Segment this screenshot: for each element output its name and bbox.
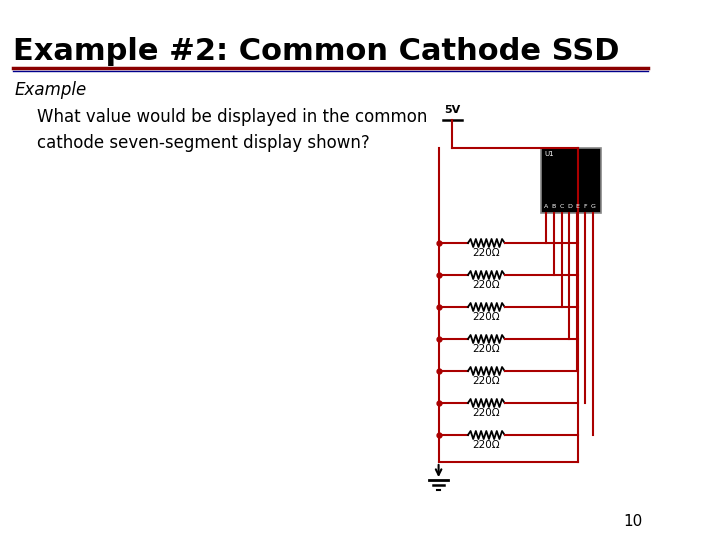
Bar (541, 148, 601, 213)
Text: 220Ω: 220Ω (472, 376, 500, 386)
Text: 220Ω: 220Ω (472, 248, 500, 258)
Text: 220Ω: 220Ω (472, 408, 500, 418)
Text: Example #2: Common Cathode SSD: Example #2: Common Cathode SSD (13, 37, 619, 66)
Text: C: C (559, 204, 564, 209)
Text: 10: 10 (623, 515, 642, 530)
Text: E: E (575, 204, 579, 209)
Text: 220Ω: 220Ω (472, 312, 500, 322)
Text: F: F (583, 204, 587, 209)
Text: 220Ω: 220Ω (472, 280, 500, 290)
Text: D: D (567, 204, 572, 209)
Text: U1: U1 (544, 151, 554, 157)
Text: A: A (544, 204, 548, 209)
Text: B: B (552, 204, 556, 209)
Text: Example: Example (14, 81, 87, 99)
Text: 5V: 5V (444, 105, 461, 115)
Text: What value would be displayed in the common
cathode seven-segment display shown?: What value would be displayed in the com… (37, 108, 427, 152)
Text: 220Ω: 220Ω (472, 344, 500, 354)
Text: 220Ω: 220Ω (472, 440, 500, 450)
Text: G: G (590, 204, 595, 209)
